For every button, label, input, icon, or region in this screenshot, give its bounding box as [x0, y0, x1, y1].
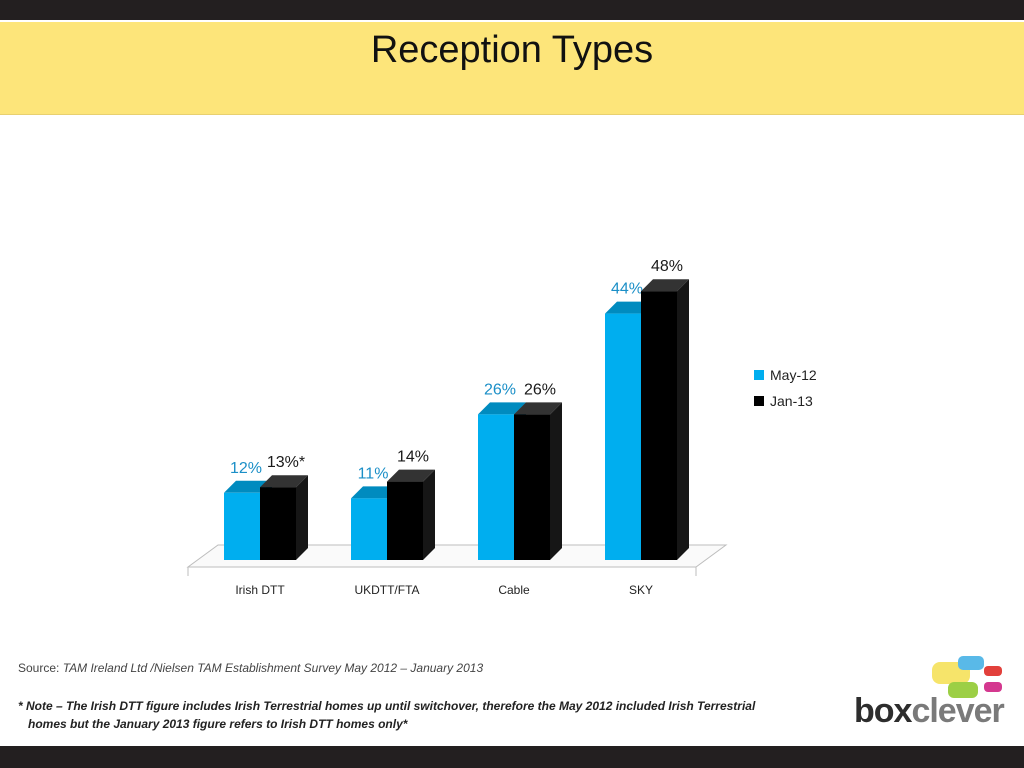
bar-side [423, 469, 435, 560]
bar-top [387, 469, 435, 482]
slide-title: Reception Types [370, 29, 654, 71]
bar [224, 492, 260, 560]
bar [387, 481, 423, 560]
legend-label: May-12 [770, 367, 817, 383]
bar [351, 498, 387, 560]
x-tick-label: SKY [629, 583, 653, 597]
top-bar [0, 0, 1024, 20]
data-label: 14% [397, 449, 429, 466]
bar-top [641, 279, 689, 292]
footnote-line-2: homes but the January 2013 figure refers… [28, 717, 408, 731]
bar-side [296, 475, 308, 560]
data-label: 48% [651, 258, 683, 275]
chart-floor [186, 544, 728, 568]
footnote: * Note – The Irish DTT figure includes I… [18, 697, 818, 733]
bottom-bar [0, 746, 1024, 768]
bar-top [478, 402, 526, 415]
source-line: Source: TAM Ireland Ltd /Nielsen TAM Est… [18, 661, 483, 675]
title-band [0, 22, 1024, 115]
legend-swatch [754, 370, 764, 380]
data-label: 12% [230, 460, 262, 477]
x-tick-label: UKDTT/FTA [354, 583, 419, 597]
data-label: 11% [358, 465, 389, 482]
source-label: Source: [18, 661, 60, 675]
bar-top [514, 402, 562, 415]
source-text: TAM Ireland Ltd /Nielsen TAM Establishme… [62, 661, 484, 675]
bar [641, 291, 677, 560]
logo-wordmark: boxclever [854, 692, 1005, 730]
data-label: 26% [484, 381, 516, 398]
bar-top [260, 475, 308, 488]
bar-side [550, 402, 562, 560]
data-label: 13%* [267, 454, 305, 471]
data-label: 26% [524, 381, 556, 398]
bar [478, 414, 514, 560]
bar-side [677, 279, 689, 560]
x-tick-label: Irish DTT [235, 583, 285, 597]
bar [605, 313, 641, 560]
footnote-line-1: * Note – The Irish DTT figure includes I… [18, 699, 756, 713]
data-label: 44% [611, 281, 643, 298]
speech-bubbles-icon [932, 656, 1002, 698]
boxclever-logo: boxclever [852, 652, 1012, 742]
bar-chart: 12% 13%* Irish DTT 11% 14% UKDTT/FTA 26% 26% Cab… [186, 258, 817, 597]
x-tick-label: Cable [498, 583, 530, 597]
bar [514, 414, 550, 560]
legend-label: Jan-13 [770, 393, 813, 409]
bar [260, 487, 296, 560]
legend-swatch [754, 396, 764, 406]
